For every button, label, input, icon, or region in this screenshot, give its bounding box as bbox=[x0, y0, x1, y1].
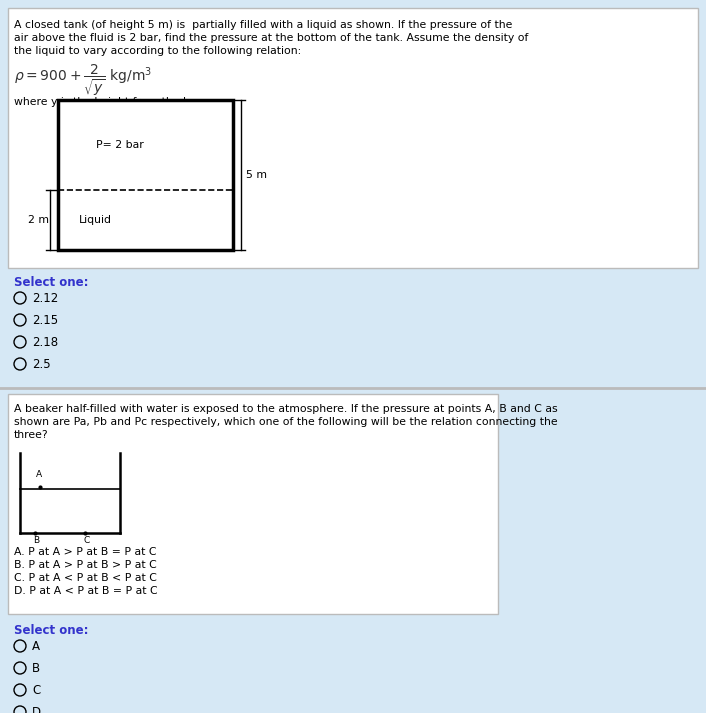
Text: C: C bbox=[32, 684, 40, 697]
Text: $\rho = 900 + \dfrac{2}{\sqrt{y}}\ \mathrm{kg/m^3}$: $\rho = 900 + \dfrac{2}{\sqrt{y}}\ \math… bbox=[14, 63, 152, 98]
Text: B: B bbox=[32, 662, 40, 674]
Text: 2.5: 2.5 bbox=[32, 357, 51, 371]
Text: where y is the height from the base: where y is the height from the base bbox=[14, 97, 209, 107]
Text: 5 m: 5 m bbox=[246, 170, 267, 180]
Text: C. P at A < P at B < P at C: C. P at A < P at B < P at C bbox=[14, 573, 157, 583]
Text: D. P at A < P at B = P at C: D. P at A < P at B = P at C bbox=[14, 586, 157, 596]
Text: A beaker half-filled with water is exposed to the atmosphere. If the pressure at: A beaker half-filled with water is expos… bbox=[14, 404, 558, 414]
Text: Select one:: Select one: bbox=[14, 624, 88, 637]
Text: 2.15: 2.15 bbox=[32, 314, 58, 327]
Text: A: A bbox=[32, 640, 40, 652]
Text: air above the fluid is 2 bar, find the pressure at the bottom of the tank. Assum: air above the fluid is 2 bar, find the p… bbox=[14, 33, 528, 43]
Text: three?: three? bbox=[14, 430, 49, 440]
Bar bbox=[8, 394, 498, 614]
Text: shown are Pa, Pb and Pc respectively, which one of the following will be the rel: shown are Pa, Pb and Pc respectively, wh… bbox=[14, 417, 558, 427]
Text: Select one:: Select one: bbox=[14, 276, 88, 289]
Text: C: C bbox=[83, 536, 89, 545]
Text: 2 m: 2 m bbox=[28, 215, 49, 225]
Bar bbox=[8, 8, 698, 268]
Text: A closed tank (of height 5 m) is  partially filled with a liquid as shown. If th: A closed tank (of height 5 m) is partial… bbox=[14, 20, 513, 30]
Text: B: B bbox=[33, 536, 39, 545]
Text: B. P at A > P at B > P at C: B. P at A > P at B > P at C bbox=[14, 560, 157, 570]
Text: P= 2 bar: P= 2 bar bbox=[97, 140, 144, 150]
Text: D: D bbox=[32, 705, 41, 713]
Bar bbox=[58, 100, 233, 250]
Text: Liquid: Liquid bbox=[79, 215, 112, 225]
Text: A. P at A > P at B = P at C: A. P at A > P at B = P at C bbox=[14, 547, 157, 557]
Text: 2.18: 2.18 bbox=[32, 336, 58, 349]
Text: A: A bbox=[36, 470, 42, 479]
Text: the liquid to vary according to the following relation:: the liquid to vary according to the foll… bbox=[14, 46, 301, 56]
Text: 2.12: 2.12 bbox=[32, 292, 59, 304]
